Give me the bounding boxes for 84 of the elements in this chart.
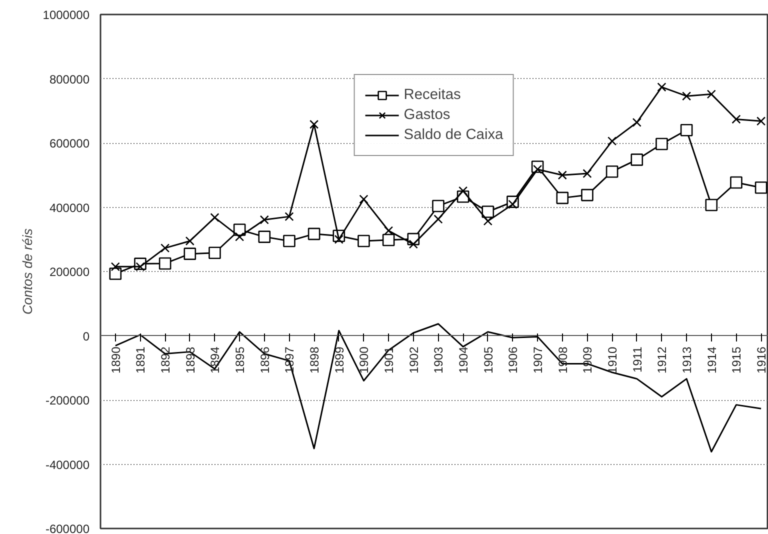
y-tick-label: -600000: [45, 522, 90, 534]
x-tick-label: 1916: [754, 346, 768, 374]
point: [630, 154, 644, 166]
legend-label: Gastos: [404, 107, 450, 123]
point: [208, 246, 221, 260]
x-tick-label: 1896: [258, 346, 272, 374]
point: [258, 230, 271, 243]
point: [160, 244, 170, 253]
point: [359, 194, 368, 204]
point: [382, 234, 395, 246]
y-tick-label: 600000: [49, 136, 90, 150]
x-tick-label: 1902: [406, 346, 421, 374]
y-tick-label: 0: [82, 329, 90, 344]
point: [682, 92, 692, 101]
point: [434, 214, 443, 224]
point: [136, 262, 145, 272]
point: [185, 236, 194, 246]
x-tick-label: 1913: [680, 346, 694, 374]
x-tick-label: 1915: [730, 346, 744, 374]
point: [358, 234, 370, 248]
point: [184, 248, 196, 260]
x-tick-label: 1903: [432, 346, 446, 374]
point: [210, 212, 220, 222]
y-tick-label: -400000: [45, 458, 90, 472]
x-tick-label: 1905: [481, 346, 496, 374]
y-tick-label: 1000000: [42, 8, 90, 22]
x-tick-label: 1911: [630, 346, 644, 373]
point: [730, 176, 742, 189]
x-tick-label: 1891: [134, 346, 148, 374]
point: [582, 168, 592, 178]
x-tick-label: 1898: [308, 346, 322, 374]
point: [558, 170, 567, 180]
y-tick-label: -200000: [45, 394, 90, 408]
y-tick-label: 200000: [49, 265, 90, 279]
x-tick-label: 1895: [233, 346, 248, 374]
point: [705, 198, 718, 212]
point: [581, 188, 594, 202]
x-tick-label: 1904: [456, 346, 471, 374]
point: [235, 232, 244, 242]
legend-label: Saldo de Caixa: [404, 127, 504, 143]
point: [732, 114, 741, 124]
point: [608, 136, 617, 146]
x-tick-label: 1901: [382, 346, 396, 374]
point: [706, 90, 716, 99]
point: [432, 200, 444, 212]
x-tick-label: 1906: [506, 346, 520, 374]
point: [482, 206, 494, 218]
y-tick-label: 400000: [49, 200, 90, 215]
x-tick-label: 1897: [282, 346, 297, 374]
point: [308, 228, 320, 240]
point: [284, 212, 294, 222]
legend-label: Receitas: [404, 87, 461, 103]
x-tick-label: 1912: [655, 346, 670, 374]
x-tick-label: 1899: [332, 346, 346, 374]
point: [508, 200, 518, 209]
x-tick-label: 1900: [357, 346, 372, 374]
point: [458, 186, 468, 196]
point: [754, 182, 768, 194]
x-tick-label: 1894: [208, 346, 222, 374]
point: [483, 216, 492, 226]
point: [656, 138, 668, 150]
point: [158, 257, 172, 270]
x-tick-label: 1908: [556, 346, 570, 374]
point: [680, 124, 693, 136]
point: [756, 116, 766, 126]
point: [260, 215, 269, 224]
x-tick-label: 1892: [158, 346, 173, 374]
x-tick-label: 1914: [704, 346, 719, 374]
point: [408, 240, 418, 249]
point: [657, 82, 666, 92]
x-tick-label: 1910: [606, 346, 620, 374]
x-tick-label: 1893: [183, 346, 198, 374]
point: [110, 262, 120, 272]
y-tick-label: 800000: [49, 72, 90, 86]
point: [556, 192, 569, 204]
point: [606, 165, 618, 178]
x-tick-label: 1890: [108, 346, 123, 374]
y-axis-title: Contos de réis: [20, 228, 35, 314]
x-tick-label: 1907: [531, 346, 546, 374]
point: [109, 268, 122, 280]
x-tick-label: 1909: [580, 346, 595, 374]
point: [283, 234, 296, 248]
point: [310, 120, 319, 129]
point: [632, 118, 642, 127]
